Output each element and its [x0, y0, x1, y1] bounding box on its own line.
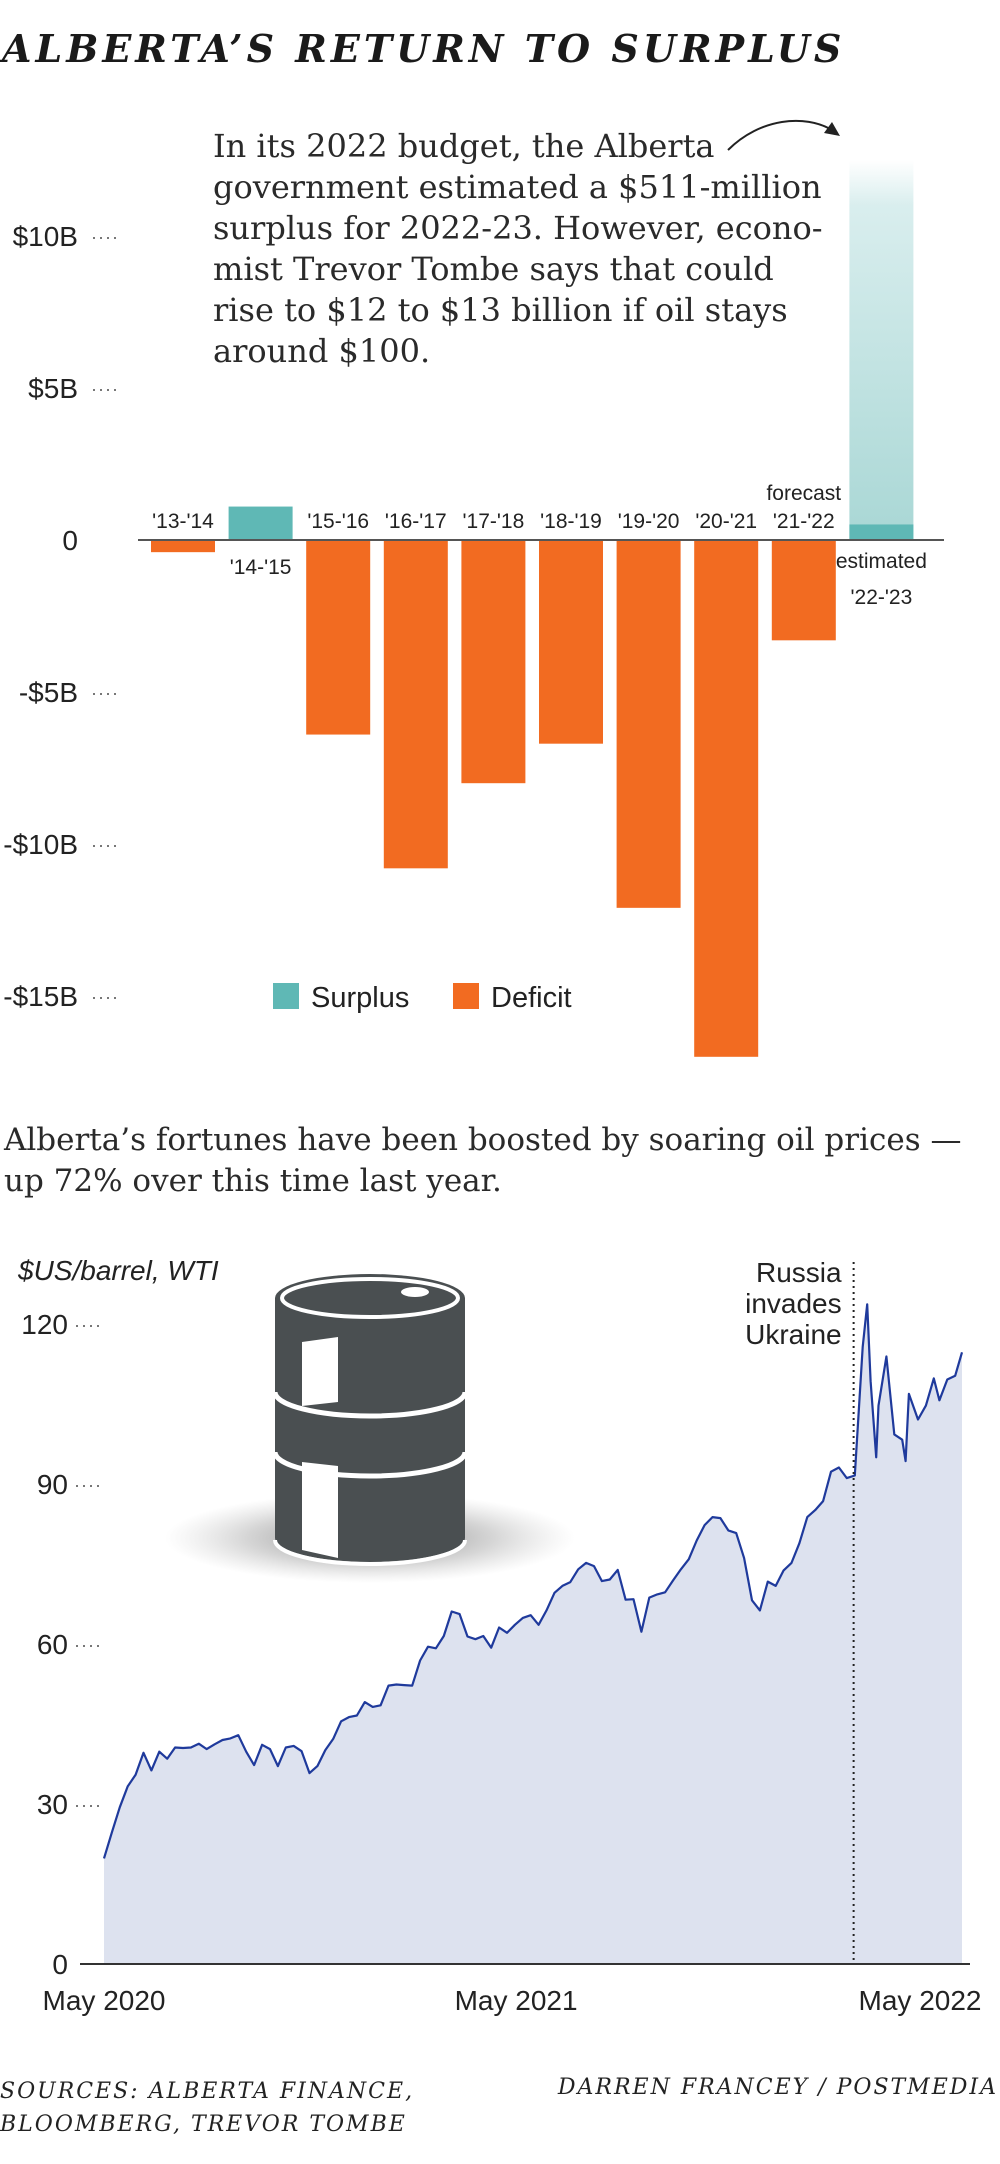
y-tick-label: 30 — [37, 1789, 68, 1820]
y-tick-label: 0 — [52, 1949, 68, 1980]
bar-7 — [694, 540, 759, 1057]
y-tick-label: 90 — [37, 1469, 68, 1500]
subtitle-line: Alberta’s fortunes have been boosted by … — [4, 1122, 962, 1158]
bar-6 — [616, 540, 681, 908]
bar-4 — [461, 540, 526, 784]
category-label: '21-'22 — [773, 510, 835, 533]
bar-8 — [771, 540, 836, 641]
legend: Surplus Deficit — [273, 982, 572, 1014]
x-tick-label: May 2021 — [455, 1985, 578, 2016]
note-line: mist Trevor Tombe says that could — [213, 250, 774, 288]
budget-note: In its 2022 budget, the Alberta governmen… — [213, 126, 823, 372]
legend-label-surplus: Surplus — [311, 982, 409, 1014]
bar-3 — [383, 540, 448, 869]
y-tick-label: $10B — [13, 221, 78, 252]
category-label: '16-'17 — [385, 510, 447, 533]
category-label: '22-'23 — [851, 586, 913, 609]
x-tick-label: May 2020 — [43, 1985, 166, 2016]
bar-1 — [228, 506, 293, 540]
y-tick-label: 0 — [62, 525, 78, 556]
category-label: '14-'15 — [230, 556, 292, 579]
sources: SOURCES: ALBERTA FINANCE, BLOOMBERG, TREV… — [0, 2075, 414, 2141]
oil-subtitle: Alberta’s fortunes have been boosted by … — [4, 1120, 994, 1202]
note-line: rise to $12 to $13 billion if oil stays — [213, 291, 788, 329]
y-axis-title: $US/barrel, WTI — [17, 1255, 219, 1286]
note-line: government estimated a $511-million — [213, 168, 822, 206]
oil-area-fill — [104, 1304, 962, 1964]
bar-series — [151, 160, 914, 1057]
sources-line: BLOOMBERG, TREVOR TOMBE — [0, 2112, 407, 2137]
legend-label-deficit: Deficit — [491, 982, 572, 1014]
note-line: surplus for 2022-23. However, econo- — [213, 209, 823, 247]
annotation-text: Ukraine — [745, 1319, 841, 1350]
legend-swatch-deficit — [453, 983, 479, 1009]
chart-title: ALBERTA’S RETURN TO SURPLUS — [2, 26, 846, 71]
annotation-text: invades — [745, 1288, 842, 1319]
oil-price-chart: $US/barrel, WTI 0 30 60 90 120 May 2020 May 202… — [17, 1255, 981, 2016]
category-label: '19-'20 — [618, 510, 680, 533]
y-tick-label: -$5B — [19, 677, 78, 708]
y-tick-label: 60 — [37, 1629, 68, 1660]
note-line: around $100. — [213, 332, 431, 370]
category-note: forecast — [766, 482, 841, 505]
note-arrow — [727, 119, 840, 151]
oil-area — [102, 1303, 964, 1964]
y-tick-label: -$10B — [3, 829, 78, 860]
category-labels: '13-'14 '14-'15 '15-'16 '16-'17 '17-'18 '18-'… — [152, 482, 927, 609]
category-label: '15-'16 — [307, 510, 369, 533]
note-line: In its 2022 budget, the Alberta — [213, 127, 715, 165]
y-tick-label: 120 — [21, 1309, 68, 1340]
category-label: '20-'21 — [695, 510, 757, 533]
y-tick-label: $5B — [28, 373, 78, 404]
budget-bar-chart: $10B $5B 0 -$5B -$10B -$15B '13-'14 '14-'15 '15… — [3, 119, 944, 1057]
bar-9 — [849, 524, 914, 540]
oil-barrel-icon — [165, 1274, 575, 1583]
category-note: estimated — [836, 550, 927, 573]
category-label: '18-'19 — [540, 510, 602, 533]
category-label: '13-'14 — [152, 510, 214, 533]
x-tick-label: May 2022 — [859, 1985, 982, 2016]
y-tick-label: -$15B — [3, 981, 78, 1012]
sources-line: SOURCES: ALBERTA FINANCE, — [0, 2079, 415, 2104]
bar-0 — [151, 540, 215, 553]
bar-2 — [306, 540, 371, 735]
category-label: '17-'18 — [463, 510, 525, 533]
bar-5 — [539, 540, 603, 744]
legend-swatch-surplus — [273, 983, 299, 1009]
y-axis-ticks: $10B $5B 0 -$5B -$10B -$15B — [3, 221, 120, 1012]
oil-axes: $US/barrel, WTI 0 30 60 90 120 May 2020 May 202… — [17, 1255, 981, 2016]
oil-price-line — [102, 1303, 964, 1859]
projected-surplus-bar — [849, 160, 914, 540]
subtitle-line: up 72% over this time last year. — [4, 1163, 502, 1199]
credit: DARREN FRANCEY / POSTMEDIA — [557, 2075, 998, 2100]
annotation-text: Russia — [756, 1257, 842, 1288]
